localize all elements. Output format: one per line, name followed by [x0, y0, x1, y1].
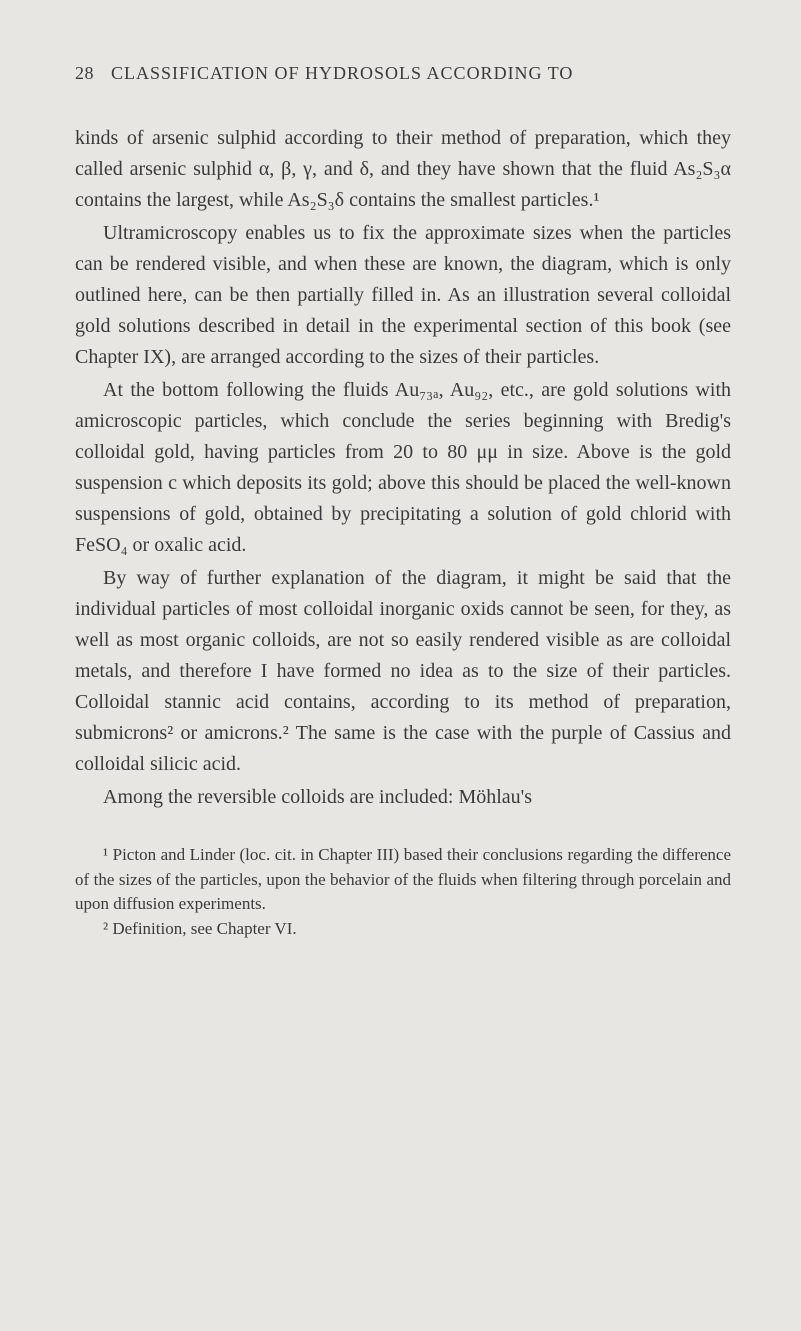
paragraph-1: kinds of arsenic sulphid according to th… [75, 123, 731, 216]
paragraph-3: At the bottom following the fluids Au₇₃ₐ… [75, 375, 731, 561]
footnotes: ¹ Picton and Linder (loc. cit. in Chapte… [75, 843, 731, 942]
page-number: 28 [75, 63, 94, 83]
footnote-1: ¹ Picton and Linder (loc. cit. in Chapte… [75, 843, 731, 917]
paragraph-4: By way of further explanation of the dia… [75, 563, 731, 780]
footnote-2: ² Definition, see Chapter VI. [75, 917, 731, 942]
paragraph-2: Ultramicroscopy enables us to fix the ap… [75, 218, 731, 373]
header-title: CLASSIFICATION OF HYDROSOLS ACCORDING TO [111, 63, 573, 83]
body-text: kinds of arsenic sulphid according to th… [75, 123, 731, 813]
paragraph-5: Among the reversible colloids are includ… [75, 782, 731, 813]
page-header: 28 CLASSIFICATION OF HYDROSOLS ACCORDING… [75, 60, 731, 88]
